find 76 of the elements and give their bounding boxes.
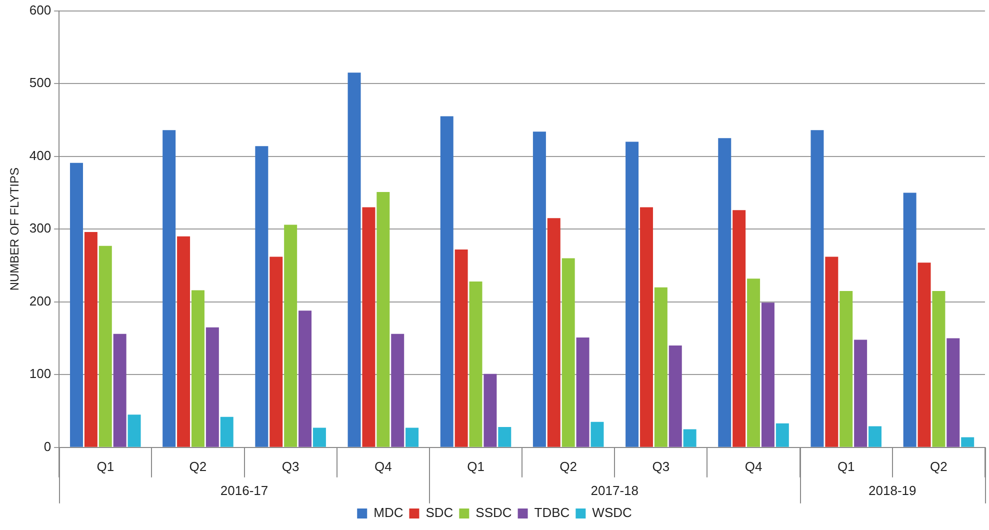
bar bbox=[626, 142, 639, 447]
bar bbox=[191, 290, 204, 447]
bar bbox=[590, 422, 604, 447]
y-tick-label: 300 bbox=[29, 220, 52, 236]
bar bbox=[810, 130, 824, 447]
bar bbox=[932, 290, 946, 447]
x-tick-label: Q4 bbox=[744, 458, 762, 474]
bar bbox=[840, 290, 853, 447]
bar bbox=[961, 437, 974, 447]
x-tick-label: Q1 bbox=[837, 458, 855, 474]
bar bbox=[70, 162, 83, 447]
y-tick-label: 0 bbox=[44, 438, 52, 454]
bar bbox=[391, 334, 404, 447]
bar bbox=[98, 246, 112, 447]
x-tick-label: Q3 bbox=[282, 458, 300, 474]
bar bbox=[825, 256, 838, 447]
bar bbox=[406, 428, 419, 447]
bar bbox=[776, 423, 789, 447]
text: 2017-18 bbox=[590, 482, 638, 498]
bar bbox=[747, 278, 760, 447]
bar bbox=[498, 427, 512, 447]
bar bbox=[362, 207, 376, 447]
bar bbox=[348, 72, 361, 447]
x-tick-label: Q1 bbox=[467, 458, 484, 474]
legend-label: SSDC bbox=[476, 505, 512, 520]
bar bbox=[469, 281, 482, 447]
legend-label: MDC bbox=[374, 505, 404, 520]
bar bbox=[718, 138, 732, 447]
x-tick-label: Q1 bbox=[96, 458, 114, 474]
bar bbox=[440, 116, 454, 447]
legend-label: SDC bbox=[426, 505, 454, 520]
bar bbox=[918, 262, 931, 447]
bar bbox=[454, 249, 468, 447]
bar bbox=[946, 338, 960, 447]
y-tick-label: 600 bbox=[29, 2, 52, 18]
bar bbox=[532, 132, 546, 447]
x-tick-label: Q4 bbox=[374, 458, 392, 474]
bar bbox=[683, 429, 696, 447]
bar bbox=[84, 232, 98, 447]
bar bbox=[868, 426, 882, 447]
x-tick-label: Q2 bbox=[560, 458, 578, 474]
y-tick-label: 400 bbox=[29, 148, 52, 163]
bar bbox=[206, 327, 219, 447]
bar bbox=[220, 416, 234, 447]
bar bbox=[177, 236, 190, 447]
bar bbox=[640, 207, 653, 447]
bar bbox=[113, 334, 126, 447]
bar bbox=[284, 224, 298, 447]
y-axis-title: NUMBER OF FLYTIPS bbox=[8, 168, 22, 291]
bar bbox=[576, 338, 590, 447]
y-tick-label: 500 bbox=[29, 75, 52, 90]
bar bbox=[312, 428, 326, 447]
bar bbox=[547, 218, 560, 447]
x-tick-label: Q3 bbox=[652, 458, 670, 474]
bar bbox=[376, 192, 390, 447]
bar bbox=[854, 340, 868, 447]
bar bbox=[903, 192, 916, 447]
bar bbox=[298, 310, 312, 447]
bar bbox=[562, 258, 575, 447]
x-tick-label: Q2 bbox=[189, 458, 207, 474]
bar bbox=[484, 374, 497, 447]
bar bbox=[732, 210, 746, 447]
x-tick-label: Q2 bbox=[930, 458, 948, 474]
bar bbox=[654, 287, 668, 447]
bar bbox=[668, 346, 682, 447]
text: 2016-17 bbox=[220, 482, 268, 498]
legend-label: TDBC bbox=[534, 505, 570, 520]
legend-label: WSDC bbox=[592, 505, 632, 520]
bar bbox=[761, 302, 774, 447]
bar bbox=[270, 256, 283, 447]
bar bbox=[128, 414, 141, 447]
y-tick-label: 200 bbox=[29, 293, 52, 308]
y-tick-label: 100 bbox=[29, 366, 52, 382]
bar bbox=[162, 130, 176, 447]
bar bbox=[255, 146, 268, 447]
text: 2018-19 bbox=[868, 482, 916, 498]
